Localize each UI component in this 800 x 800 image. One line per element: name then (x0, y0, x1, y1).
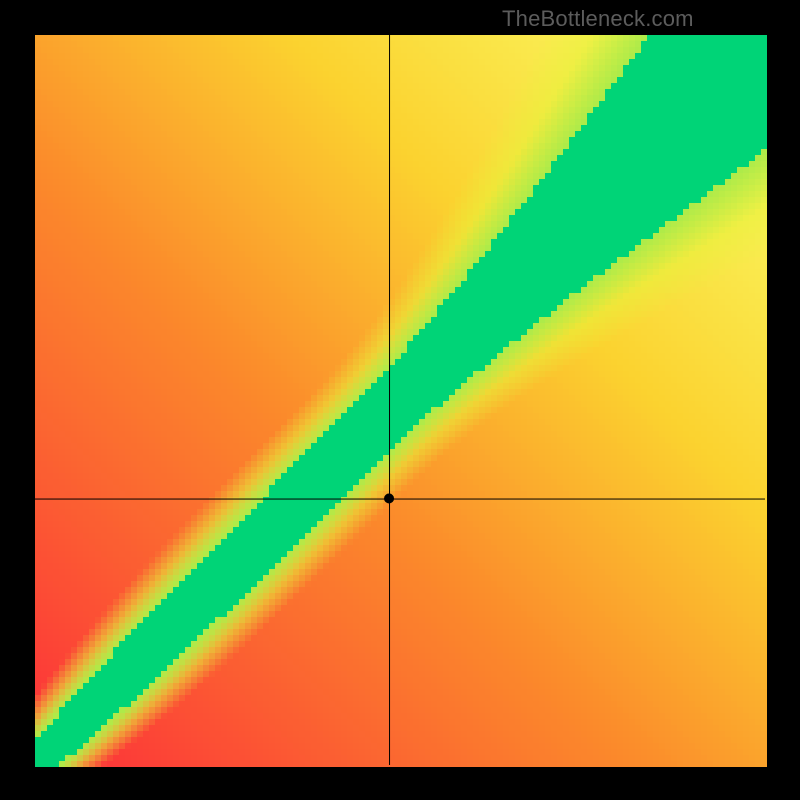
bottleneck-heatmap (0, 0, 800, 800)
chart-container: TheBottleneck.com (0, 0, 800, 800)
watermark-label: TheBottleneck.com (502, 6, 694, 32)
